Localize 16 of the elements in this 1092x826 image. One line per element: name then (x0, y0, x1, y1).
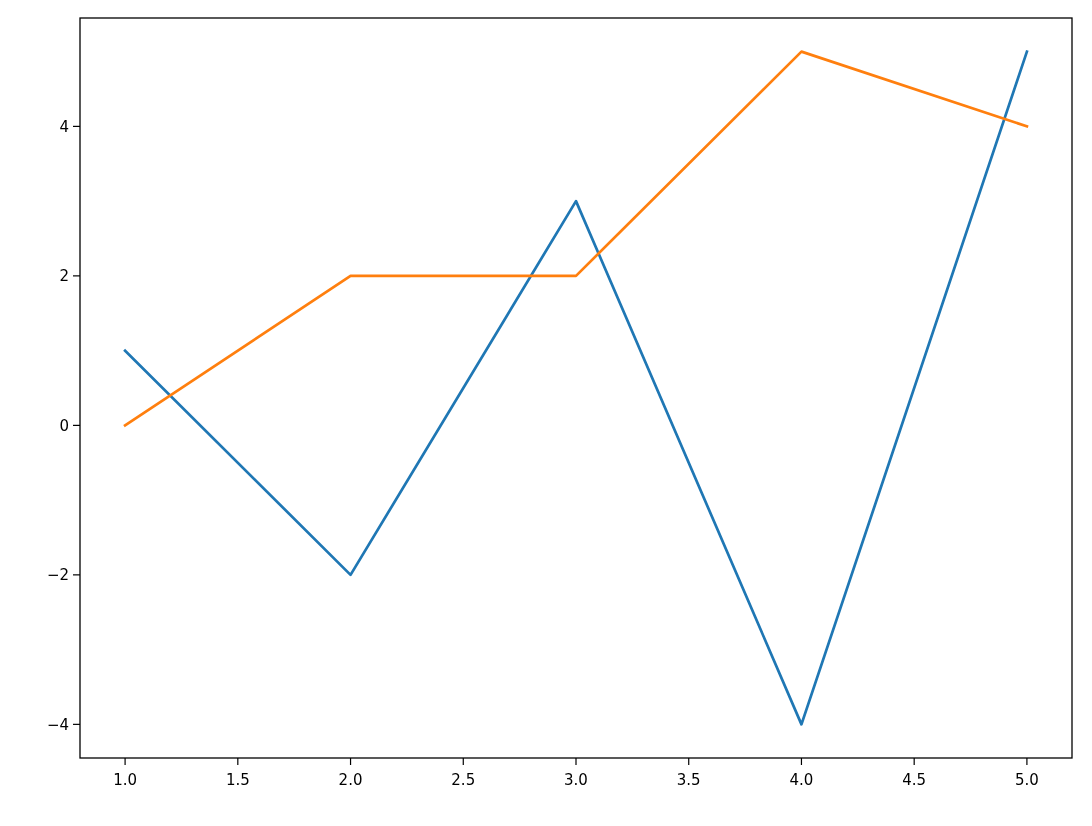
x-tick-label: 2.0 (338, 771, 363, 789)
y-tick-label: 2 (59, 267, 69, 286)
x-tick-label: 2.5 (451, 771, 476, 789)
x-tick-label: 1.0 (113, 771, 138, 789)
x-tick-label: 3.0 (564, 771, 588, 789)
y-tick-label: −2 (46, 566, 69, 585)
y-tick-label: −4 (46, 715, 69, 734)
y-tick-label: 4 (59, 117, 69, 136)
line-series (123, 50, 1029, 427)
line-series (123, 50, 1029, 726)
x-tick-label: 4.5 (902, 771, 927, 789)
y-tick-label: 0 (59, 416, 69, 435)
x-tick-label: 4.0 (789, 771, 814, 789)
x-tick-label: 1.5 (225, 771, 250, 789)
x-tick-label: 3.5 (676, 771, 701, 789)
x-tick-label: 5.0 (1014, 771, 1039, 789)
